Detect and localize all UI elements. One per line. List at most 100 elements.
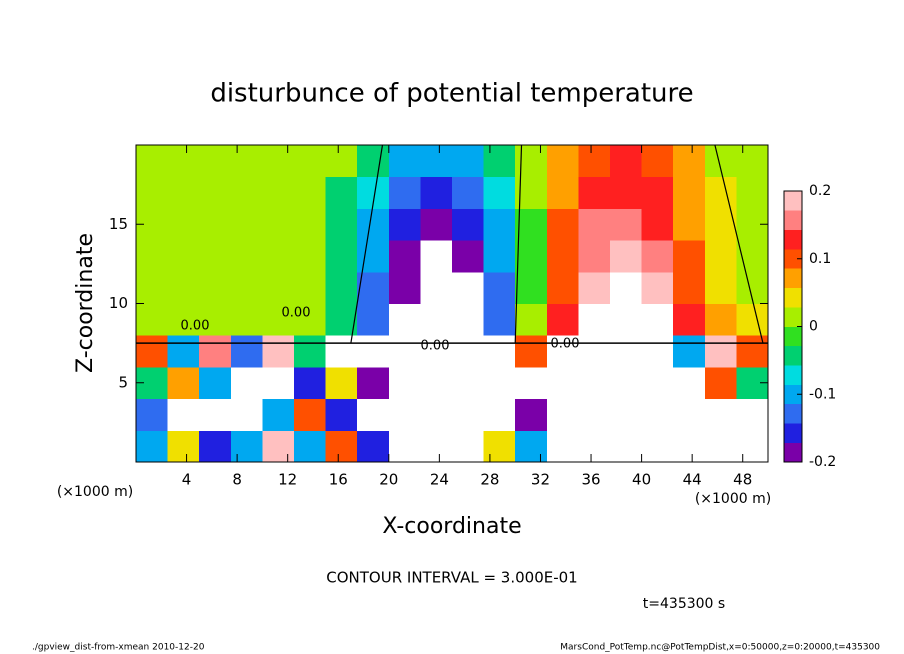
colorbar-segment	[784, 345, 802, 366]
cell	[704, 240, 737, 273]
cell	[578, 271, 611, 304]
cell	[704, 271, 737, 304]
contour-line	[714, 144, 764, 344]
colorbar-tick-label: -0.2	[809, 454, 836, 470]
cell	[325, 430, 358, 463]
cell	[420, 335, 453, 368]
cell	[704, 430, 737, 463]
cell	[483, 240, 516, 273]
cell	[673, 176, 706, 209]
colorbar-segment	[784, 384, 802, 405]
cell	[230, 208, 263, 241]
cell	[641, 145, 674, 178]
cell	[420, 176, 453, 209]
cell	[673, 398, 706, 431]
cell	[230, 240, 263, 273]
colorbar-tick-label: -0.1	[809, 386, 836, 402]
cell	[673, 335, 706, 368]
cell	[388, 335, 421, 368]
field	[136, 145, 769, 463]
cell	[641, 240, 674, 273]
cell	[515, 303, 548, 336]
cell	[357, 430, 390, 463]
cell	[230, 145, 263, 178]
cell	[388, 366, 421, 400]
cell	[262, 176, 295, 209]
cell	[136, 271, 169, 304]
cell	[325, 176, 358, 209]
cell	[167, 366, 200, 400]
chart-title: disturbunce of potential temperature	[210, 79, 693, 109]
cell	[641, 335, 674, 368]
cell	[230, 303, 263, 336]
cell	[610, 271, 643, 304]
cell	[578, 430, 611, 463]
cell	[483, 176, 516, 209]
cell	[452, 398, 485, 431]
colorbar-tick-label: 0	[809, 319, 818, 335]
cell	[325, 240, 358, 273]
x-axis-label: X-coordinate	[382, 514, 521, 539]
cell	[357, 303, 390, 336]
footer-left: ./gpview_dist-from-xmean 2010-12-20	[32, 643, 205, 653]
contour-interval: CONTOUR INTERVAL = 3.000E-01	[326, 569, 577, 587]
y-tick-label: 5	[118, 373, 128, 391]
cell	[325, 335, 358, 368]
cell	[641, 398, 674, 431]
x-tick-label: 4	[182, 471, 192, 489]
cell	[546, 240, 579, 273]
cell	[167, 208, 200, 241]
cell	[294, 303, 327, 336]
cell	[515, 208, 548, 241]
cell	[673, 366, 706, 400]
cell	[515, 335, 548, 368]
cell	[515, 240, 548, 273]
colorbar-segment	[784, 229, 802, 250]
cell	[199, 176, 232, 209]
cell	[357, 271, 390, 304]
cell	[704, 335, 737, 368]
cell	[641, 271, 674, 304]
cell	[546, 208, 579, 241]
cell	[515, 366, 548, 400]
cell	[388, 208, 421, 241]
cell	[388, 145, 421, 178]
cell	[515, 398, 548, 431]
contour-label: 0.00	[181, 319, 210, 334]
cell	[230, 335, 263, 368]
cell	[610, 335, 643, 368]
cell	[388, 271, 421, 304]
cell	[452, 271, 485, 304]
cell	[546, 145, 579, 178]
cell	[673, 303, 706, 336]
cell	[641, 176, 674, 209]
x-tick-label: 24	[430, 471, 449, 489]
cell	[230, 176, 263, 209]
cell	[546, 398, 579, 431]
cell	[388, 398, 421, 431]
cell	[199, 271, 232, 304]
cell	[515, 145, 548, 178]
cell	[167, 303, 200, 336]
cell	[610, 240, 643, 273]
cell	[578, 366, 611, 400]
cell	[230, 398, 263, 431]
colorbar-segment	[784, 365, 802, 385]
cell	[483, 398, 516, 431]
cell	[546, 271, 579, 304]
cell	[262, 145, 295, 178]
cell	[199, 398, 232, 431]
cell	[610, 176, 643, 209]
cell	[199, 366, 232, 400]
cell	[452, 430, 485, 463]
cell	[641, 208, 674, 241]
cell	[452, 366, 485, 400]
cell	[546, 366, 579, 400]
cell	[610, 398, 643, 431]
colorbar-segment	[784, 249, 802, 269]
footer-right: MarsCond_PotTemp.nc@PotTempDist,x=0:5000…	[560, 643, 880, 653]
cell	[420, 366, 453, 400]
contour-label: 0.00	[282, 306, 311, 321]
cell	[578, 145, 611, 178]
